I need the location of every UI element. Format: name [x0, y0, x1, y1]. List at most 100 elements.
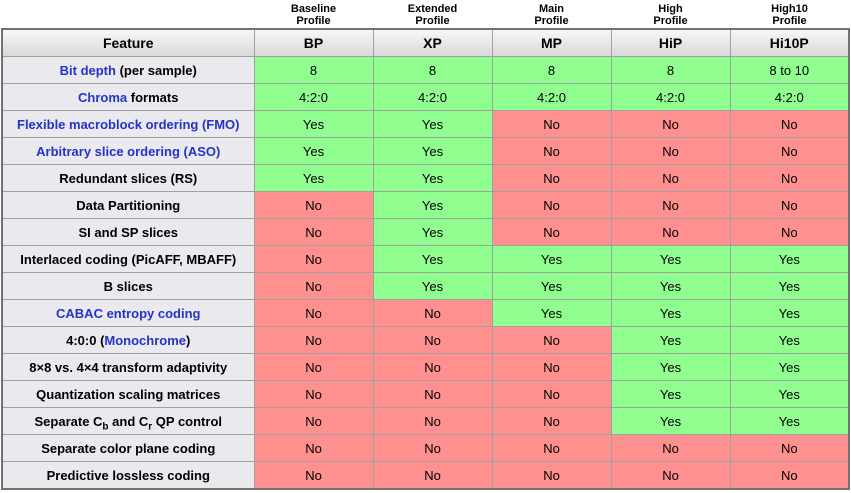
column-header-hip: HiP: [610, 28, 731, 57]
feature-link[interactable]: Flexible macroblock ordering (FMO): [17, 116, 240, 132]
table-row: B slices No Yes Yes Yes Yes: [1, 272, 850, 300]
value-cell: No: [491, 164, 612, 192]
profiles-comparison-table: Feature BP XP MP HiP Hi10P Bit depth (pe…: [1, 28, 850, 490]
value-cell: 4:2:0: [610, 83, 731, 111]
value-cell: No: [729, 110, 850, 138]
value-cell: No: [372, 299, 493, 327]
value-cell: 8: [372, 56, 493, 84]
value-cell: 4:2:0: [372, 83, 493, 111]
table-row: Separate color plane coding No No No No No: [1, 434, 850, 462]
feature-cell: Chroma formats: [1, 83, 255, 111]
column-header-hi10p: Hi10P: [729, 28, 850, 57]
table-row: 4:0:0 (Monochrome) No No No Yes Yes: [1, 326, 850, 354]
table-row: Arbitrary slice ordering (ASO) Yes Yes No No…: [1, 137, 850, 165]
value-cell: Yes: [729, 272, 850, 300]
feature-text: Separate C: [34, 413, 103, 429]
column-top-label-extended: Extended Profile: [373, 3, 492, 27]
value-cell: No: [610, 164, 731, 192]
value-cell: Yes: [729, 380, 850, 408]
value-cell: No: [491, 110, 612, 138]
feature-cell: Quantization scaling matrices: [1, 380, 255, 408]
value-cell: No: [253, 407, 374, 435]
feature-cell: Redundant slices (RS): [1, 164, 255, 192]
value-cell: 8 to 10: [729, 56, 850, 84]
value-cell: Yes: [372, 191, 493, 219]
value-cell: 8: [491, 56, 612, 84]
feature-cell: SI and SP slices: [1, 218, 255, 246]
column-header-xp: XP: [372, 28, 493, 57]
value-cell: Yes: [729, 407, 850, 435]
value-cell: No: [610, 137, 731, 165]
value-cell: No: [253, 326, 374, 354]
top-label-line: Baseline: [290, 3, 337, 15]
feature-text: SI and SP slices: [78, 224, 178, 240]
value-cell: No: [729, 434, 850, 462]
table-row: Predictive lossless coding No No No No No: [1, 461, 850, 490]
value-cell: 4:2:0: [729, 83, 850, 111]
top-label-line: Profile: [653, 15, 688, 27]
value-cell: Yes: [372, 110, 493, 138]
table-row: Data Partitioning No Yes No No No: [1, 191, 850, 219]
feature-text: Quantization scaling matrices: [36, 386, 221, 402]
value-cell: Yes: [729, 245, 850, 273]
table-row: Quantization scaling matrices No No No Yes Ye…: [1, 380, 850, 408]
feature-cell: CABAC entropy coding: [1, 299, 255, 327]
value-cell: No: [729, 191, 850, 219]
value-cell: No: [253, 272, 374, 300]
feature-text: b: [102, 421, 109, 433]
value-cell: No: [610, 461, 731, 490]
value-cell: Yes: [491, 272, 612, 300]
table-row: Bit depth (per sample) 8 8 8 8 8 to 10: [1, 56, 850, 84]
value-cell: Yes: [372, 218, 493, 246]
feature-text: 8×8 vs. 4×4 transform adaptivity: [29, 359, 228, 375]
feature-link[interactable]: Monochrome: [104, 332, 187, 348]
value-cell: Yes: [610, 272, 731, 300]
value-cell: Yes: [491, 299, 612, 327]
value-cell: No: [253, 461, 374, 490]
feature-text: Data Partitioning: [76, 197, 181, 213]
feature-link[interactable]: Arbitrary slice ordering (ASO): [36, 143, 221, 159]
feature-text: Separate color plane coding: [41, 440, 216, 456]
table-row: Separate Cb and Cr QP control No No No Yes Ye…: [1, 407, 850, 435]
value-cell: No: [372, 353, 493, 381]
feature-link[interactable]: Chroma: [78, 89, 128, 105]
feature-text: Predictive lossless coding: [46, 467, 210, 483]
value-cell: Yes: [491, 245, 612, 273]
feature-text: and C: [108, 413, 149, 429]
feature-text: QP control: [152, 413, 222, 429]
value-cell: Yes: [253, 164, 374, 192]
value-cell: 4:2:0: [491, 83, 612, 111]
value-cell: No: [253, 380, 374, 408]
value-cell: No: [253, 434, 374, 462]
column-top-label-main: Main Profile: [492, 3, 611, 27]
value-cell: No: [372, 326, 493, 354]
feature-cell: Separate color plane coding: [1, 434, 255, 462]
top-label-line: Extended: [407, 3, 458, 15]
value-cell: 8: [610, 56, 731, 84]
feature-cell: 8×8 vs. 4×4 transform adaptivity: [1, 353, 255, 381]
table-row: Interlaced coding (PicAFF, MBAFF) No Yes Ye…: [1, 245, 850, 273]
feature-text: 4:0:0 (: [66, 332, 105, 348]
header-row: Feature BP XP MP HiP Hi10P: [1, 28, 850, 57]
value-cell: No: [253, 299, 374, 327]
value-cell: No: [253, 353, 374, 381]
column-header-feature: Feature: [1, 28, 255, 57]
value-cell: No: [491, 407, 612, 435]
value-cell: No: [372, 434, 493, 462]
value-cell: No: [491, 137, 612, 165]
value-cell: Yes: [372, 272, 493, 300]
feature-text: r: [148, 421, 153, 433]
value-cell: 8: [253, 56, 374, 84]
value-cell: Yes: [729, 299, 850, 327]
value-cell: No: [372, 461, 493, 490]
top-label-line: Profile: [296, 15, 331, 27]
feature-text: ): [186, 332, 191, 348]
feature-link[interactable]: Bit depth: [59, 62, 116, 78]
feature-cell: Interlaced coding (PicAFF, MBAFF): [1, 245, 255, 273]
column-top-label-baseline: Baseline Profile: [254, 3, 373, 27]
profile-top-labels: Baseline Profile Extended Profile Main P…: [0, 0, 851, 28]
feature-cell: B slices: [1, 272, 255, 300]
value-cell: No: [729, 137, 850, 165]
feature-link[interactable]: CABAC entropy coding: [56, 305, 201, 321]
value-cell: No: [610, 110, 731, 138]
